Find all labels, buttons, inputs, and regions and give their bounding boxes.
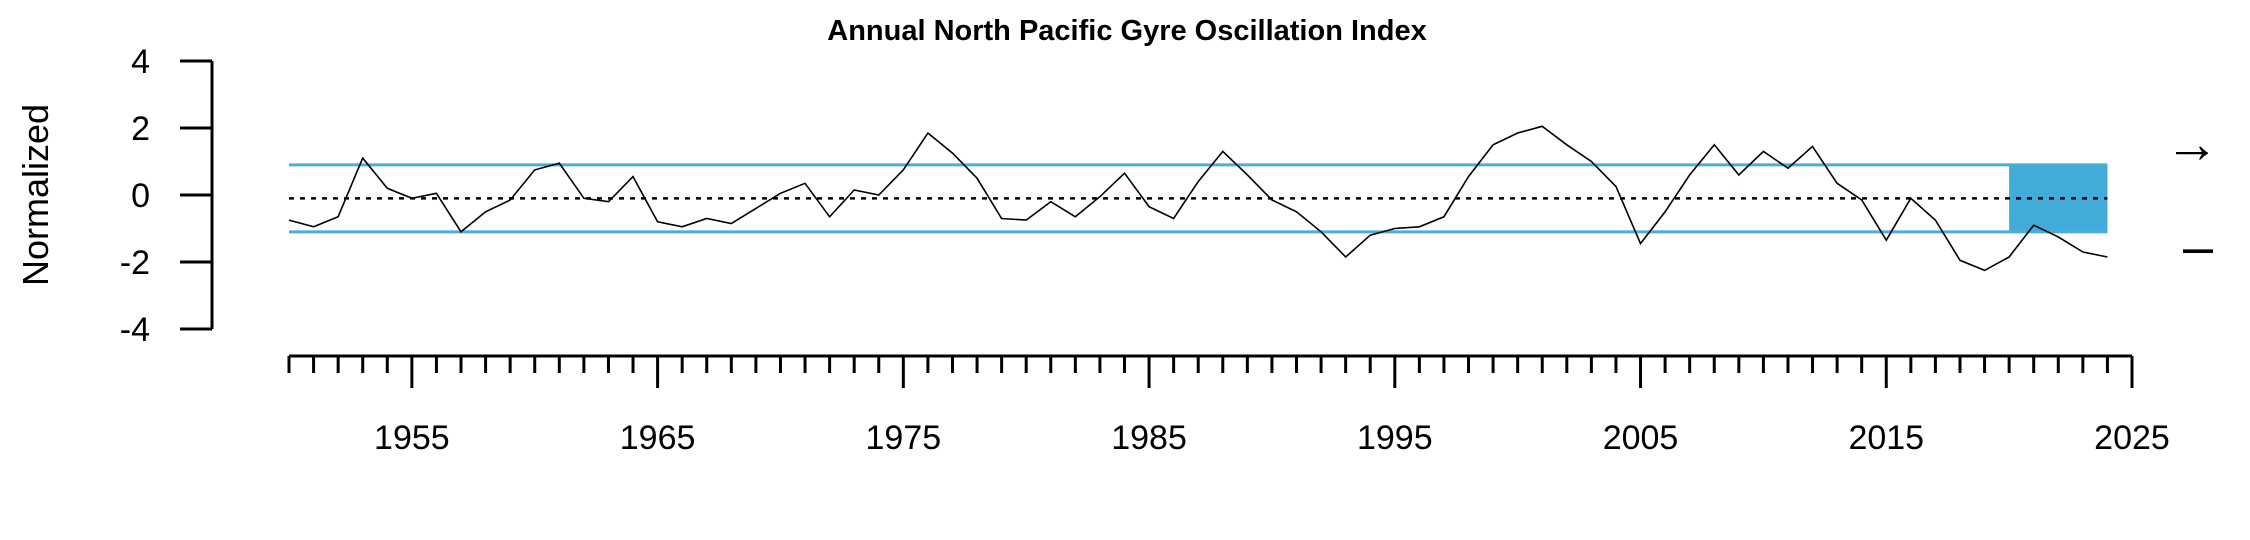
recent-mean-trend-arrow: → <box>2165 114 2219 174</box>
recent-sd-trend-dash: – <box>2183 217 2213 277</box>
y-tick-label: 4 <box>131 43 150 81</box>
x-tick-label: 2015 <box>1848 419 1924 457</box>
x-axis: 1955 1965 1975 1985 1995 2005 2015 2025 <box>287 354 2170 457</box>
x-tick-label: 2025 <box>2094 419 2170 457</box>
x-tick-label: 2005 <box>1603 419 1679 457</box>
plot-area <box>288 125 2108 272</box>
x-tick-label: 1985 <box>1111 419 1187 457</box>
x-tick-label: 1975 <box>866 419 942 457</box>
y-axis-title: Normalized <box>15 104 56 286</box>
y-tick-label: 0 <box>131 177 150 215</box>
recent-period-highlight <box>2009 164 2108 232</box>
y-axis: 4 2 0 -2 -4 <box>120 43 214 349</box>
x-tick-label: 1955 <box>374 419 450 457</box>
y-tick-label: 2 <box>131 110 150 148</box>
npgo-series-line <box>288 125 2108 272</box>
x-tick-label: 1965 <box>620 419 696 457</box>
x-tick-label: 1995 <box>1357 419 1433 457</box>
y-tick-label: -4 <box>120 311 150 349</box>
y-tick-label: -2 <box>120 244 150 282</box>
chart-title: Annual North Pacific Gyre Oscillation In… <box>827 15 1426 47</box>
